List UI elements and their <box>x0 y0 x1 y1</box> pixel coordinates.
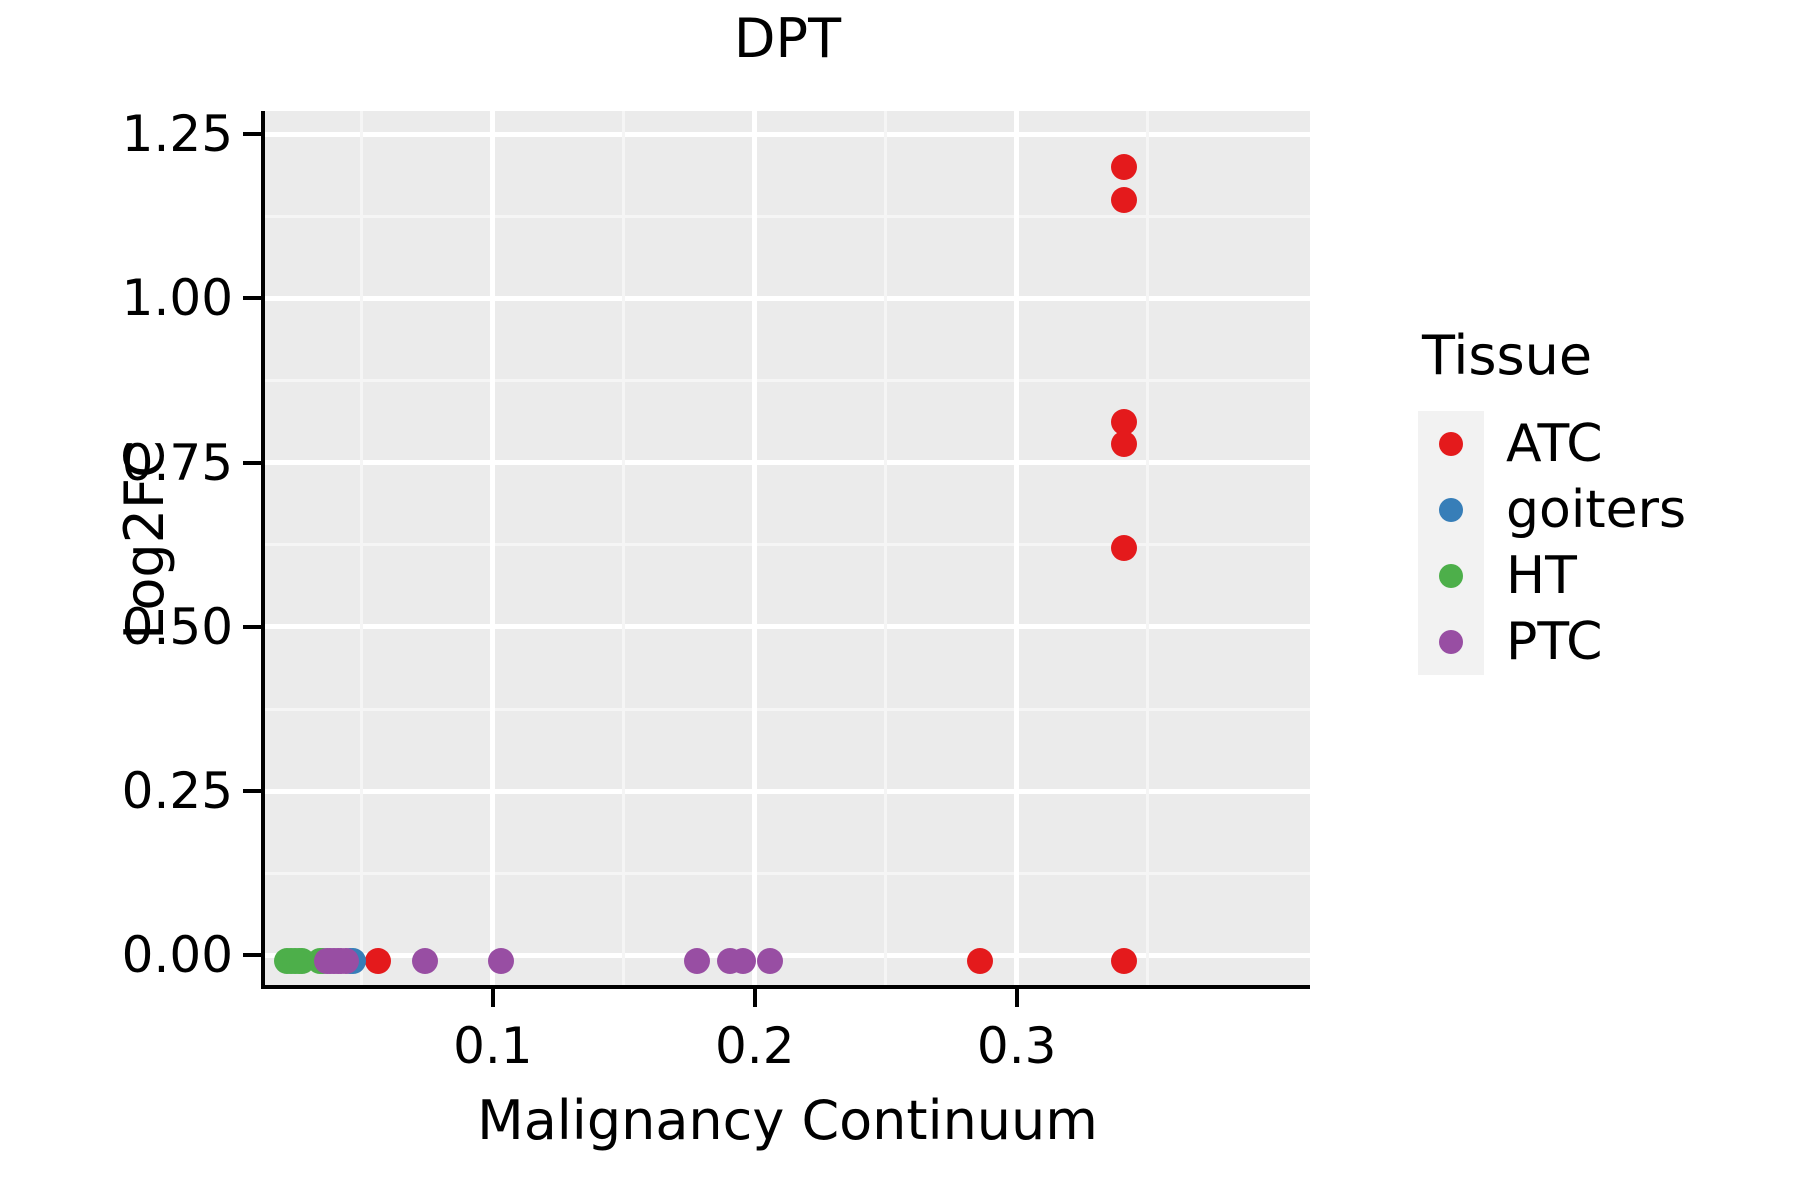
x-tick-mark <box>752 989 757 1007</box>
scatter-point-atc <box>1111 408 1138 435</box>
scatter-point-atc <box>1111 186 1138 213</box>
gridline-horizontal <box>265 788 1310 794</box>
gridline-vertical <box>752 111 758 985</box>
gridline-horizontal <box>265 131 1310 137</box>
gridline-vertical <box>1014 111 1020 985</box>
y-tick-mark <box>243 624 261 629</box>
y-tick-mark <box>243 132 261 136</box>
scatter-point-ptc <box>332 947 359 974</box>
y-tick-label: 0.50 <box>121 597 233 656</box>
x-tick-label: 0.2 <box>714 1017 795 1075</box>
x-axis-line <box>261 985 1310 989</box>
scatter-point-atc <box>364 947 391 974</box>
gridline-horizontal-minor <box>265 378 1310 382</box>
gridline-horizontal <box>265 460 1310 466</box>
gridline-horizontal-minor <box>265 871 1310 875</box>
legend-dot-icon <box>1439 498 1463 522</box>
y-axis-title: Log2FC <box>113 440 176 640</box>
legend-label: goiters <box>1506 480 1687 540</box>
legend-label: PTC <box>1506 612 1603 672</box>
scatter-point-atc <box>1111 535 1138 561</box>
x-tick-mark <box>1014 989 1019 1007</box>
page-title: DPT <box>733 7 842 70</box>
y-tick-mark <box>243 296 261 301</box>
scatter-point-atc <box>1111 153 1138 180</box>
scatter-point-ptc <box>729 947 756 974</box>
scatter-point-ptc <box>487 947 514 974</box>
y-tick-label: 0.00 <box>121 926 233 985</box>
y-tick-label: 1.00 <box>121 269 233 328</box>
gridline-horizontal-minor <box>265 707 1310 711</box>
y-tick-label: 0.75 <box>121 433 233 492</box>
gridline-horizontal <box>265 952 1310 958</box>
legend-dot-icon <box>1439 432 1463 456</box>
y-axis-line <box>261 111 265 989</box>
legend-label: HT <box>1506 546 1577 606</box>
legend-dot-icon <box>1439 630 1463 654</box>
legend-item-atc[interactable]: ATC <box>1418 411 1788 477</box>
legend-key-swatch <box>1418 543 1484 609</box>
gridline-vertical-minor <box>360 111 364 985</box>
x-tick-label: 0.1 <box>453 1017 533 1075</box>
legend-label: ATC <box>1506 414 1603 474</box>
legend-title: Tissue <box>1422 324 1593 387</box>
scatter-point-ptc <box>411 947 438 974</box>
scatter-point-ptc <box>684 947 711 974</box>
scatter-point-atc <box>1111 431 1138 458</box>
scatter-point-ptc <box>757 947 784 974</box>
legend-item-goiters[interactable]: goiters <box>1418 477 1788 543</box>
gridline-horizontal <box>265 624 1310 630</box>
plot-panel <box>265 111 1310 985</box>
legend: Tissue ATC goiters HT PTC <box>1418 325 1788 675</box>
gridline-vertical-minor <box>622 111 626 985</box>
gridline-horizontal-minor <box>265 543 1310 547</box>
gridline-horizontal <box>265 295 1310 301</box>
y-tick-label: 1.25 <box>121 105 233 163</box>
legend-key-swatch <box>1418 477 1484 543</box>
legend-item-ptc[interactable]: PTC <box>1418 609 1788 675</box>
legend-item-ht[interactable]: HT <box>1418 543 1788 609</box>
y-tick-mark <box>243 789 261 794</box>
legend-dot-icon <box>1439 564 1463 588</box>
x-tick-label: 0.3 <box>976 1017 1057 1075</box>
gridline-vertical <box>490 111 496 985</box>
scatter-point-atc <box>967 947 993 974</box>
y-tick-mark <box>243 953 261 958</box>
legend-key-swatch <box>1418 411 1484 477</box>
y-tick-label: 0.25 <box>121 762 233 821</box>
legend-key-swatch <box>1418 609 1484 675</box>
scatter-point-atc <box>1111 947 1138 974</box>
legend-entries: ATC goiters HT PTC <box>1418 411 1788 675</box>
x-tick-mark <box>490 989 495 1007</box>
gridline-vertical-minor <box>1146 111 1150 985</box>
y-tick-mark <box>243 460 261 465</box>
gridline-horizontal-minor <box>265 214 1310 218</box>
x-axis-title: Malignancy Continuum <box>477 1089 1098 1152</box>
gridline-vertical-minor <box>884 111 888 985</box>
